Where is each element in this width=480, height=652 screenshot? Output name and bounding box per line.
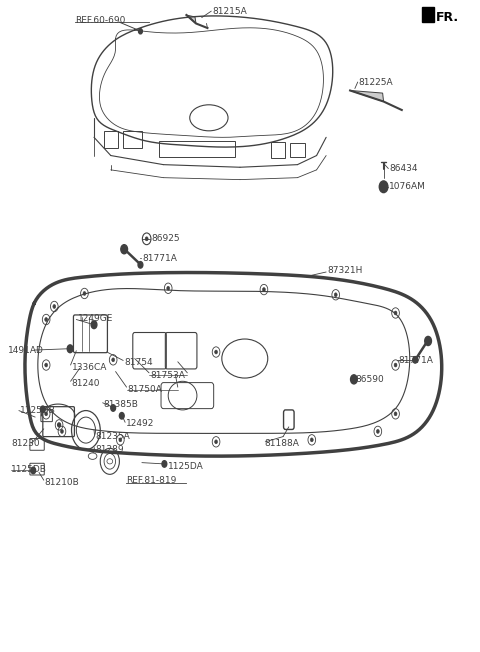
Circle shape [425,336,432,346]
Text: 86434: 86434 [389,164,418,173]
Polygon shape [422,7,434,22]
Text: 81753A: 81753A [150,371,185,380]
Text: REF.81-819: REF.81-819 [126,477,177,485]
Text: 81289: 81289 [96,445,124,454]
Text: 86590: 86590 [356,375,384,384]
Circle shape [60,430,63,434]
Circle shape [394,311,397,315]
Circle shape [138,261,143,268]
Text: 87321H: 87321H [327,265,362,274]
Circle shape [139,29,143,34]
Circle shape [121,244,128,254]
Text: 81235A: 81235A [96,432,130,441]
Text: 81230: 81230 [11,439,40,448]
Circle shape [67,345,73,353]
Circle shape [45,412,48,416]
Text: 86925: 86925 [152,234,180,243]
Text: 81188A: 81188A [264,439,299,448]
Text: 81215A: 81215A [212,7,247,16]
Circle shape [215,350,217,354]
Circle shape [263,288,265,291]
Polygon shape [186,15,196,23]
Text: REF.60-690: REF.60-690 [75,16,125,25]
Circle shape [111,405,116,411]
Circle shape [112,358,115,362]
Text: 81771A: 81771A [142,254,177,263]
Text: 1125DA: 1125DA [168,462,204,471]
Circle shape [350,375,357,384]
Circle shape [145,237,148,241]
Circle shape [394,412,397,416]
Circle shape [162,461,167,467]
Circle shape [215,440,217,444]
Circle shape [45,363,48,367]
Text: 81210B: 81210B [45,478,80,486]
Text: 1249GE: 1249GE [78,314,114,323]
Text: 1125DB: 1125DB [11,465,47,473]
Circle shape [91,321,97,329]
Circle shape [45,318,48,321]
Circle shape [379,181,388,192]
Circle shape [167,286,169,290]
Text: 1076AM: 1076AM [389,183,426,191]
Text: 81771A: 81771A [398,356,433,365]
Text: 1125DB: 1125DB [20,406,56,415]
Circle shape [119,438,122,442]
Circle shape [311,438,313,442]
Text: 81240: 81240 [72,379,100,388]
Text: 81750A: 81750A [128,385,162,394]
Text: 81385B: 81385B [104,400,138,409]
Text: FR.: FR. [436,11,459,24]
Circle shape [31,467,36,474]
Circle shape [394,363,397,367]
Circle shape [83,291,86,295]
Text: 12492: 12492 [126,419,155,428]
Circle shape [376,430,379,434]
Circle shape [58,423,60,427]
Circle shape [334,293,337,297]
Circle shape [40,406,45,413]
Circle shape [413,357,418,363]
Text: 1491AD: 1491AD [8,346,44,355]
Text: 81225A: 81225A [359,78,393,87]
Circle shape [120,413,124,419]
Circle shape [53,304,56,308]
Text: 1336CA: 1336CA [72,363,107,372]
Text: 81754: 81754 [124,358,153,367]
Polygon shape [350,91,384,102]
